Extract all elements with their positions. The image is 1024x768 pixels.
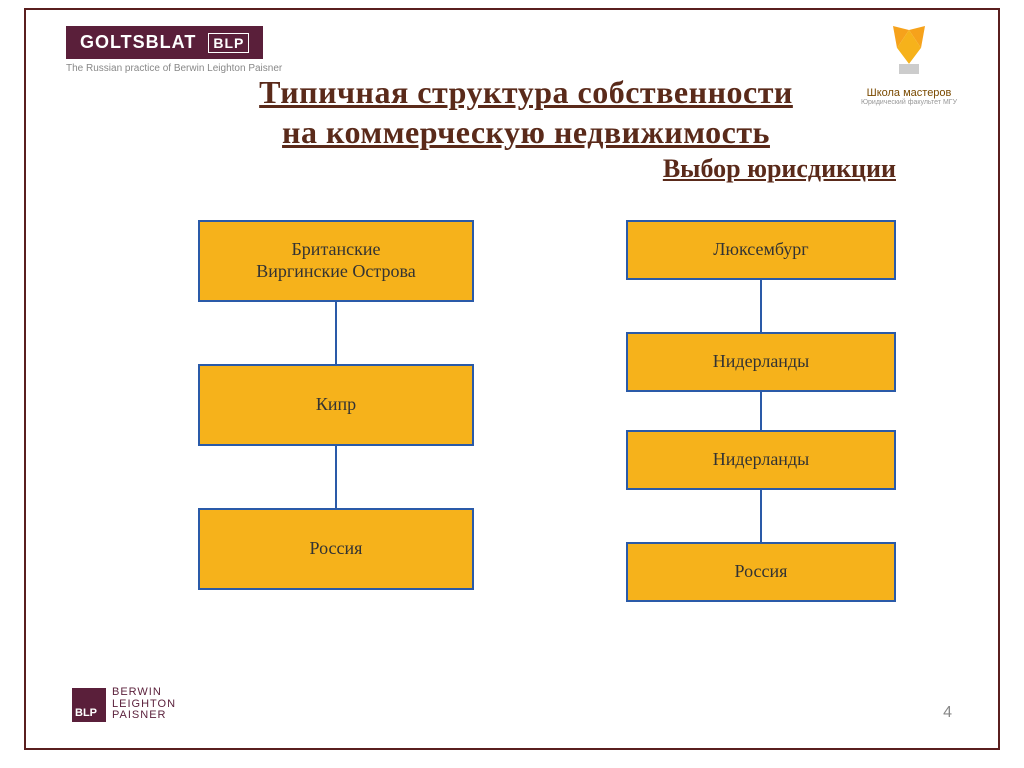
flowchart-node: Нидерланды [626,430,896,490]
diagram-area: БританскиеВиргинские Острова Кипр Россия Л… [86,220,966,680]
title-line2: на коммерческую недвижимость [126,112,926,152]
flowchart-connector [760,280,762,332]
flowchart-node: Кипр [198,364,474,446]
logo-badge: GOLTSBLAT BLP [66,26,263,59]
title-block: Типичная структура собственности на комм… [126,72,926,184]
flowchart-node: Люксембург [626,220,896,280]
chain-left: БританскиеВиргинские Острова Кипр Россия [186,220,486,590]
slide-frame: GOLTSBLAT BLP The Russian practice of Be… [24,8,1000,750]
flowchart-node: Россия [626,542,896,602]
flowchart-node: БританскиеВиргинские Острова [198,220,474,302]
blp-square-icon: BLP [72,688,106,722]
flowchart-connector [760,490,762,542]
blp-line3: PAISNER [112,710,176,722]
subtitle: Выбор юрисдикции [126,154,926,184]
flowchart-node: Россия [198,508,474,590]
logo-bottom-left: BLP BERWIN LEIGHTON PAISNER [72,687,176,722]
flowchart-connector [335,302,337,364]
logo-tag-text: BLP [208,33,249,53]
logo-main-text: GOLTSBLAT [80,32,196,52]
flowchart-connector [335,446,337,508]
blp-text: BERWIN LEIGHTON PAISNER [112,687,176,722]
flowchart-node: Нидерланды [626,332,896,392]
logo-top-left: GOLTSBLAT BLP The Russian practice of Be… [66,26,282,74]
page-number: 4 [943,704,952,722]
flowchart-connector [760,392,762,430]
chain-right: Люксембург Нидерланды Нидерланды Россия [616,220,906,602]
title-line1: Типичная структура собственности [126,72,926,112]
